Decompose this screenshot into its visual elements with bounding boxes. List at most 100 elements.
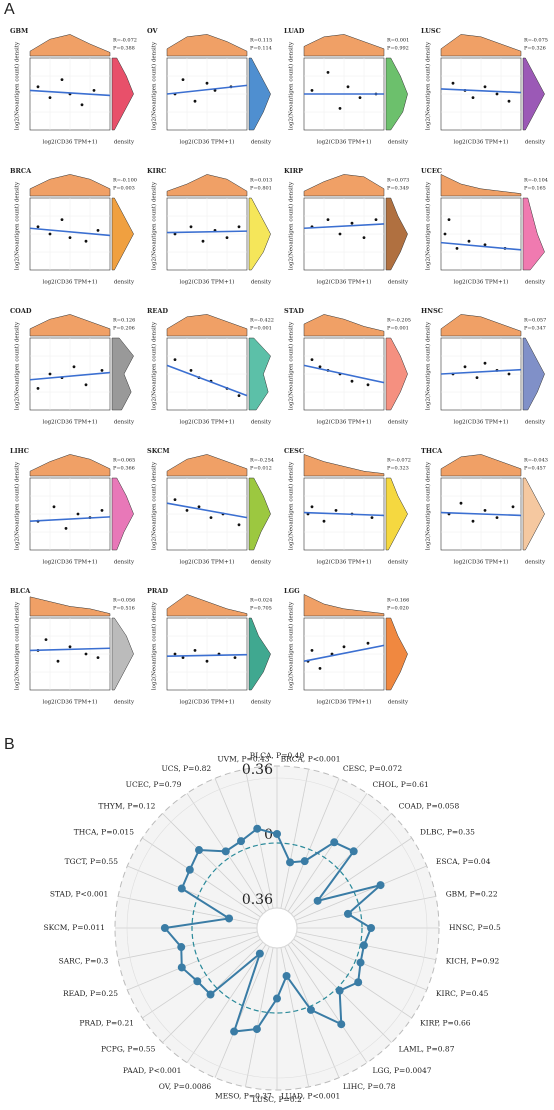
density-label: density	[114, 560, 135, 566]
radial-tick-label: 0.36	[242, 892, 273, 908]
p-value: P=0.801	[250, 186, 272, 192]
point	[322, 519, 326, 523]
radar-point	[185, 865, 194, 874]
side-density	[385, 197, 408, 271]
point	[189, 225, 193, 229]
r-value: R=0.073	[387, 178, 409, 184]
y-axis-label: log2(Neoantigen count) density	[14, 321, 21, 410]
p-value: P=0.012	[250, 466, 272, 472]
panel: PRAD R=0.024 P=0.705 log2(CD36 TPM+1) densit…	[147, 587, 272, 706]
density-label: density	[388, 140, 409, 146]
fit-line	[440, 511, 522, 517]
point	[330, 652, 334, 656]
category-label: LUSC, P=0.2	[252, 1095, 302, 1104]
r-value: R=-0.205	[387, 318, 411, 324]
x-axis-label: log2(CD36 TPM+1)	[317, 699, 372, 706]
density-label: density	[251, 280, 272, 286]
top-density	[166, 454, 248, 477]
density-label: density	[251, 140, 272, 146]
point	[100, 509, 104, 512]
point	[173, 652, 177, 656]
radial-grid	[256, 907, 298, 949]
side-density	[522, 337, 545, 411]
r-value: R=-0.072	[387, 458, 411, 464]
radar-point	[313, 896, 322, 905]
point	[213, 89, 217, 92]
p-value: P=0.347	[524, 326, 546, 332]
top-density	[29, 454, 111, 477]
panel: LIHC R=0.065 P=0.366 log2(CD36 TPM+1) densit…	[10, 447, 135, 566]
point	[455, 247, 459, 250]
r-value: R=-0.075	[524, 38, 548, 44]
radar-point	[356, 958, 365, 967]
r-value: R=-0.254	[250, 458, 274, 464]
p-value: P=0.516	[113, 606, 135, 612]
density-label: density	[388, 280, 409, 286]
side-density	[111, 197, 134, 271]
point	[507, 372, 511, 376]
category-label: KICH, P=0.92	[446, 957, 500, 966]
category-label: STAD, P<0.001	[50, 889, 108, 898]
y-axis-label: log2(Neoantigen count) density	[151, 601, 158, 690]
point	[36, 225, 40, 229]
point	[495, 92, 499, 96]
radar-point	[273, 829, 281, 838]
y-axis-label: log2(Neoantigen count) density	[288, 41, 295, 130]
spoke	[280, 769, 309, 909]
point	[60, 218, 64, 222]
point	[197, 505, 201, 509]
radar-point	[354, 978, 363, 987]
fit-line	[440, 368, 522, 375]
panel: SKCM R=-0.254 P=0.012 log2(CD36 TPM+1) densi…	[147, 447, 274, 566]
radar-point	[273, 994, 281, 1003]
panel: GBM R=-0.072 P=0.388 log2(CD36 TPM+1) densit…	[10, 27, 137, 146]
fit-line	[166, 502, 248, 519]
panel: COAD R=0.126 P=0.206 log2(CD36 TPM+1) densit…	[10, 307, 135, 426]
x-axis-label: log2(CD36 TPM+1)	[43, 419, 98, 426]
spoke	[162, 813, 264, 915]
x-axis-label: log2(CD36 TPM+1)	[317, 419, 372, 426]
top-density	[166, 594, 248, 617]
radar-point	[177, 963, 186, 972]
p-value: P=0.001	[250, 326, 272, 332]
radar-point	[359, 941, 368, 950]
radial-tick-label: 0.36	[242, 762, 273, 778]
point	[237, 523, 241, 527]
panel: BLCA R=0.056 P=0.516 log2(CD36 TPM+1) densit…	[10, 587, 135, 706]
p-value: P=0.705	[250, 606, 272, 612]
radial-tick-label: 0	[264, 827, 273, 843]
panel-name: LIHC	[10, 447, 29, 455]
density-label: density	[114, 420, 135, 426]
fit-line	[29, 516, 111, 522]
x-axis-label: log2(CD36 TPM+1)	[454, 279, 509, 286]
x-axis-label: log2(CD36 TPM+1)	[43, 139, 98, 146]
p-value: P=0.020	[387, 606, 409, 612]
category-label: CESC, P=0.072	[343, 764, 403, 773]
category-label: HNSC, P=0.5	[449, 923, 501, 932]
category-label: OV, P=0.0086	[159, 1082, 212, 1091]
radar-point	[306, 1005, 315, 1014]
top-density	[29, 34, 111, 57]
fit-line	[303, 644, 385, 662]
y-axis-label: log2(Neoantigen count) density	[14, 461, 21, 550]
spoke	[186, 944, 267, 1063]
p-value: P=0.323	[387, 466, 409, 472]
spoke	[293, 938, 412, 1019]
category-label: PAAD, P<0.001	[123, 1066, 182, 1075]
point	[483, 361, 487, 365]
y-axis-label: log2(Neoantigen count) density	[288, 321, 295, 410]
category-label: READ, P=0.25	[63, 989, 118, 998]
r-value: R=0.013	[250, 178, 272, 184]
fit-line	[440, 88, 522, 94]
point	[483, 509, 487, 512]
radar-point	[282, 971, 291, 980]
side-density	[248, 337, 271, 411]
point	[318, 667, 322, 670]
radar-point	[343, 909, 352, 918]
category-label: SKCM, P=0.011	[43, 923, 105, 932]
side-density	[385, 477, 408, 551]
spoke	[245, 769, 274, 909]
y-axis-label: log2(Neoantigen count) density	[425, 41, 432, 130]
panel: STAD R=-0.205 P=0.001 log2(CD36 TPM+1) densi…	[284, 307, 411, 426]
r-value: R=-0.043	[524, 458, 548, 464]
